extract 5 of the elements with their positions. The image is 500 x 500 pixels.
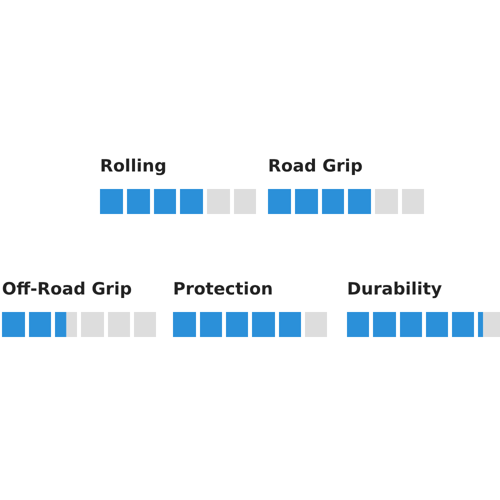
- chart-title: Off-Road Grip: [2, 280, 132, 300]
- chart-title: Rolling: [100, 156, 167, 176]
- chart-title: Protection: [173, 280, 273, 300]
- chart-title: Road Grip: [268, 156, 363, 176]
- chart-title: Durability: [347, 280, 442, 300]
